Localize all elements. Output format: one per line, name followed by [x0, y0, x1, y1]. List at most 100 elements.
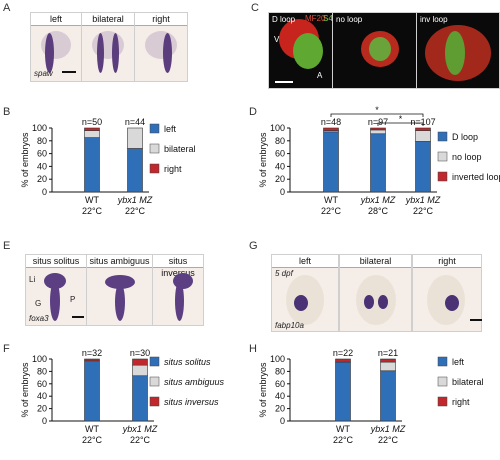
y-tick-label: 40 — [37, 161, 47, 171]
n-count-label: n=107 — [410, 117, 435, 127]
heart-image-no-loop: no loop — [332, 12, 417, 89]
x-tick-label-genotype: WT — [85, 424, 99, 434]
bar-segment-situs-inversus — [84, 358, 100, 362]
gene-label-foxa3: foxa3 — [29, 314, 49, 323]
label-atrium: A — [317, 71, 323, 80]
y-tick-label: 100 — [32, 354, 47, 364]
x-tick-label-temperature: 28°C — [368, 206, 389, 216]
panel-label-b: B — [3, 106, 11, 118]
significance-bracket — [330, 113, 424, 117]
panel-label-g: G — [249, 240, 258, 252]
bar-segment-D-loop — [323, 131, 339, 193]
legend-label: bilateral — [452, 377, 484, 387]
embryo-image-bilateral: bilateral — [81, 12, 135, 82]
n-count-label: n=50 — [82, 117, 102, 127]
label-ventricle: V — [274, 35, 280, 44]
y-tick-label: 40 — [275, 161, 285, 171]
bar-segment-bilateral — [380, 361, 396, 372]
y-tick-label: 0 — [280, 187, 285, 197]
x-tick-label-temperature: 22°C — [321, 206, 342, 216]
legend-label: bilateral — [164, 144, 196, 154]
scale-bar-a — [62, 71, 76, 73]
x-tick-label-temperature: 22°C — [130, 435, 151, 445]
caption-left: left — [31, 13, 81, 26]
embryo-image-left: left spaw — [30, 12, 82, 82]
bar-segment-inverted-loop — [370, 127, 386, 131]
y-axis-label: % of embryos — [258, 132, 268, 188]
n-count-label: n=32 — [82, 348, 102, 358]
legend-swatch — [437, 376, 448, 387]
bar-segment-no-loop — [415, 130, 431, 142]
liver-image-left: left 5 dpf fabp10a — [271, 254, 339, 332]
x-tick-label-genotype: ybx1 MZ — [405, 195, 441, 205]
legend-swatch — [437, 171, 448, 182]
n-count-label: n=21 — [378, 348, 398, 358]
panel-label-c: C — [251, 2, 259, 14]
bar-segment-left — [127, 148, 143, 193]
bar-segment-inverted-loop — [323, 127, 339, 131]
panel-label-a: A — [3, 2, 11, 14]
label-liver: Li — [29, 275, 36, 284]
y-tick-label: 80 — [37, 136, 47, 146]
legend-swatch — [437, 131, 448, 142]
gene-label-fabp10a: fabp10a — [275, 321, 304, 330]
x-tick-label-genotype: ybx1 MZ — [370, 424, 406, 434]
significance-bracket — [377, 122, 424, 126]
x-tick-label-genotype: WT — [324, 195, 338, 205]
y-tick-label: 100 — [270, 123, 285, 133]
y-tick-label: 0 — [42, 416, 47, 426]
bar-segment-right — [335, 358, 351, 363]
n-count-label: n=48 — [321, 117, 341, 127]
y-tick-label: 100 — [270, 354, 285, 364]
label-pancreas: P — [70, 295, 76, 304]
gene-label-spaw: spaw — [34, 69, 53, 78]
y-tick-label: 60 — [275, 149, 285, 159]
y-axis-label: % of embryos — [20, 362, 30, 418]
legend-label: left — [164, 124, 177, 134]
stain-s46: S46 — [323, 14, 338, 23]
y-tick-label: 40 — [37, 391, 47, 401]
heart-image-d-loop: D loop V A — [268, 12, 333, 89]
panel-label-f: F — [3, 343, 10, 355]
caption-right: right — [135, 13, 187, 26]
bar-segment-left — [380, 370, 396, 422]
bar-segment-situs-solitus — [132, 375, 148, 422]
bar-segment-D-loop — [370, 133, 386, 193]
scale-bar-g — [470, 319, 482, 321]
x-tick-label-temperature: 22°C — [378, 435, 399, 445]
legend-label: left — [452, 357, 465, 367]
y-tick-label: 0 — [42, 187, 47, 197]
significance-marker: * — [399, 114, 403, 124]
bar-segment-right — [84, 127, 100, 131]
x-tick-label-genotype: WT — [85, 195, 99, 205]
caption-g-left: left — [272, 255, 338, 268]
panel-label-d: D — [249, 106, 257, 118]
gut-image-inversus: situs inversus — [152, 254, 204, 326]
x-tick-label-temperature: 22°C — [413, 206, 434, 216]
legend-label: no loop — [452, 152, 482, 162]
bar-segment-bilateral — [84, 130, 100, 138]
caption-bilateral: bilateral — [82, 13, 134, 26]
y-tick-label: 80 — [275, 366, 285, 376]
gut-image-ambiguus: situs ambiguus — [86, 254, 153, 326]
y-tick-label: 20 — [37, 174, 47, 184]
caption-situs-ambiguus: situs ambiguus — [87, 255, 152, 268]
legend-swatch — [437, 396, 448, 407]
n-count-label: n=30 — [130, 348, 150, 358]
bar-segment-D-loop — [415, 141, 431, 193]
caption-no-loop: no loop — [336, 15, 363, 24]
x-tick-label-genotype: ybx1 MZ — [122, 424, 158, 434]
bar-segment-bilateral — [127, 127, 143, 149]
legend-swatch — [149, 356, 160, 367]
legend-label: situs ambiguus — [164, 377, 225, 387]
legend-label: right — [452, 397, 470, 407]
legend-swatch — [149, 123, 160, 134]
y-tick-label: 80 — [37, 366, 47, 376]
y-tick-label: 60 — [275, 379, 285, 389]
legend-label: D loop — [452, 132, 478, 142]
legend-label: situs solitus — [164, 357, 211, 367]
